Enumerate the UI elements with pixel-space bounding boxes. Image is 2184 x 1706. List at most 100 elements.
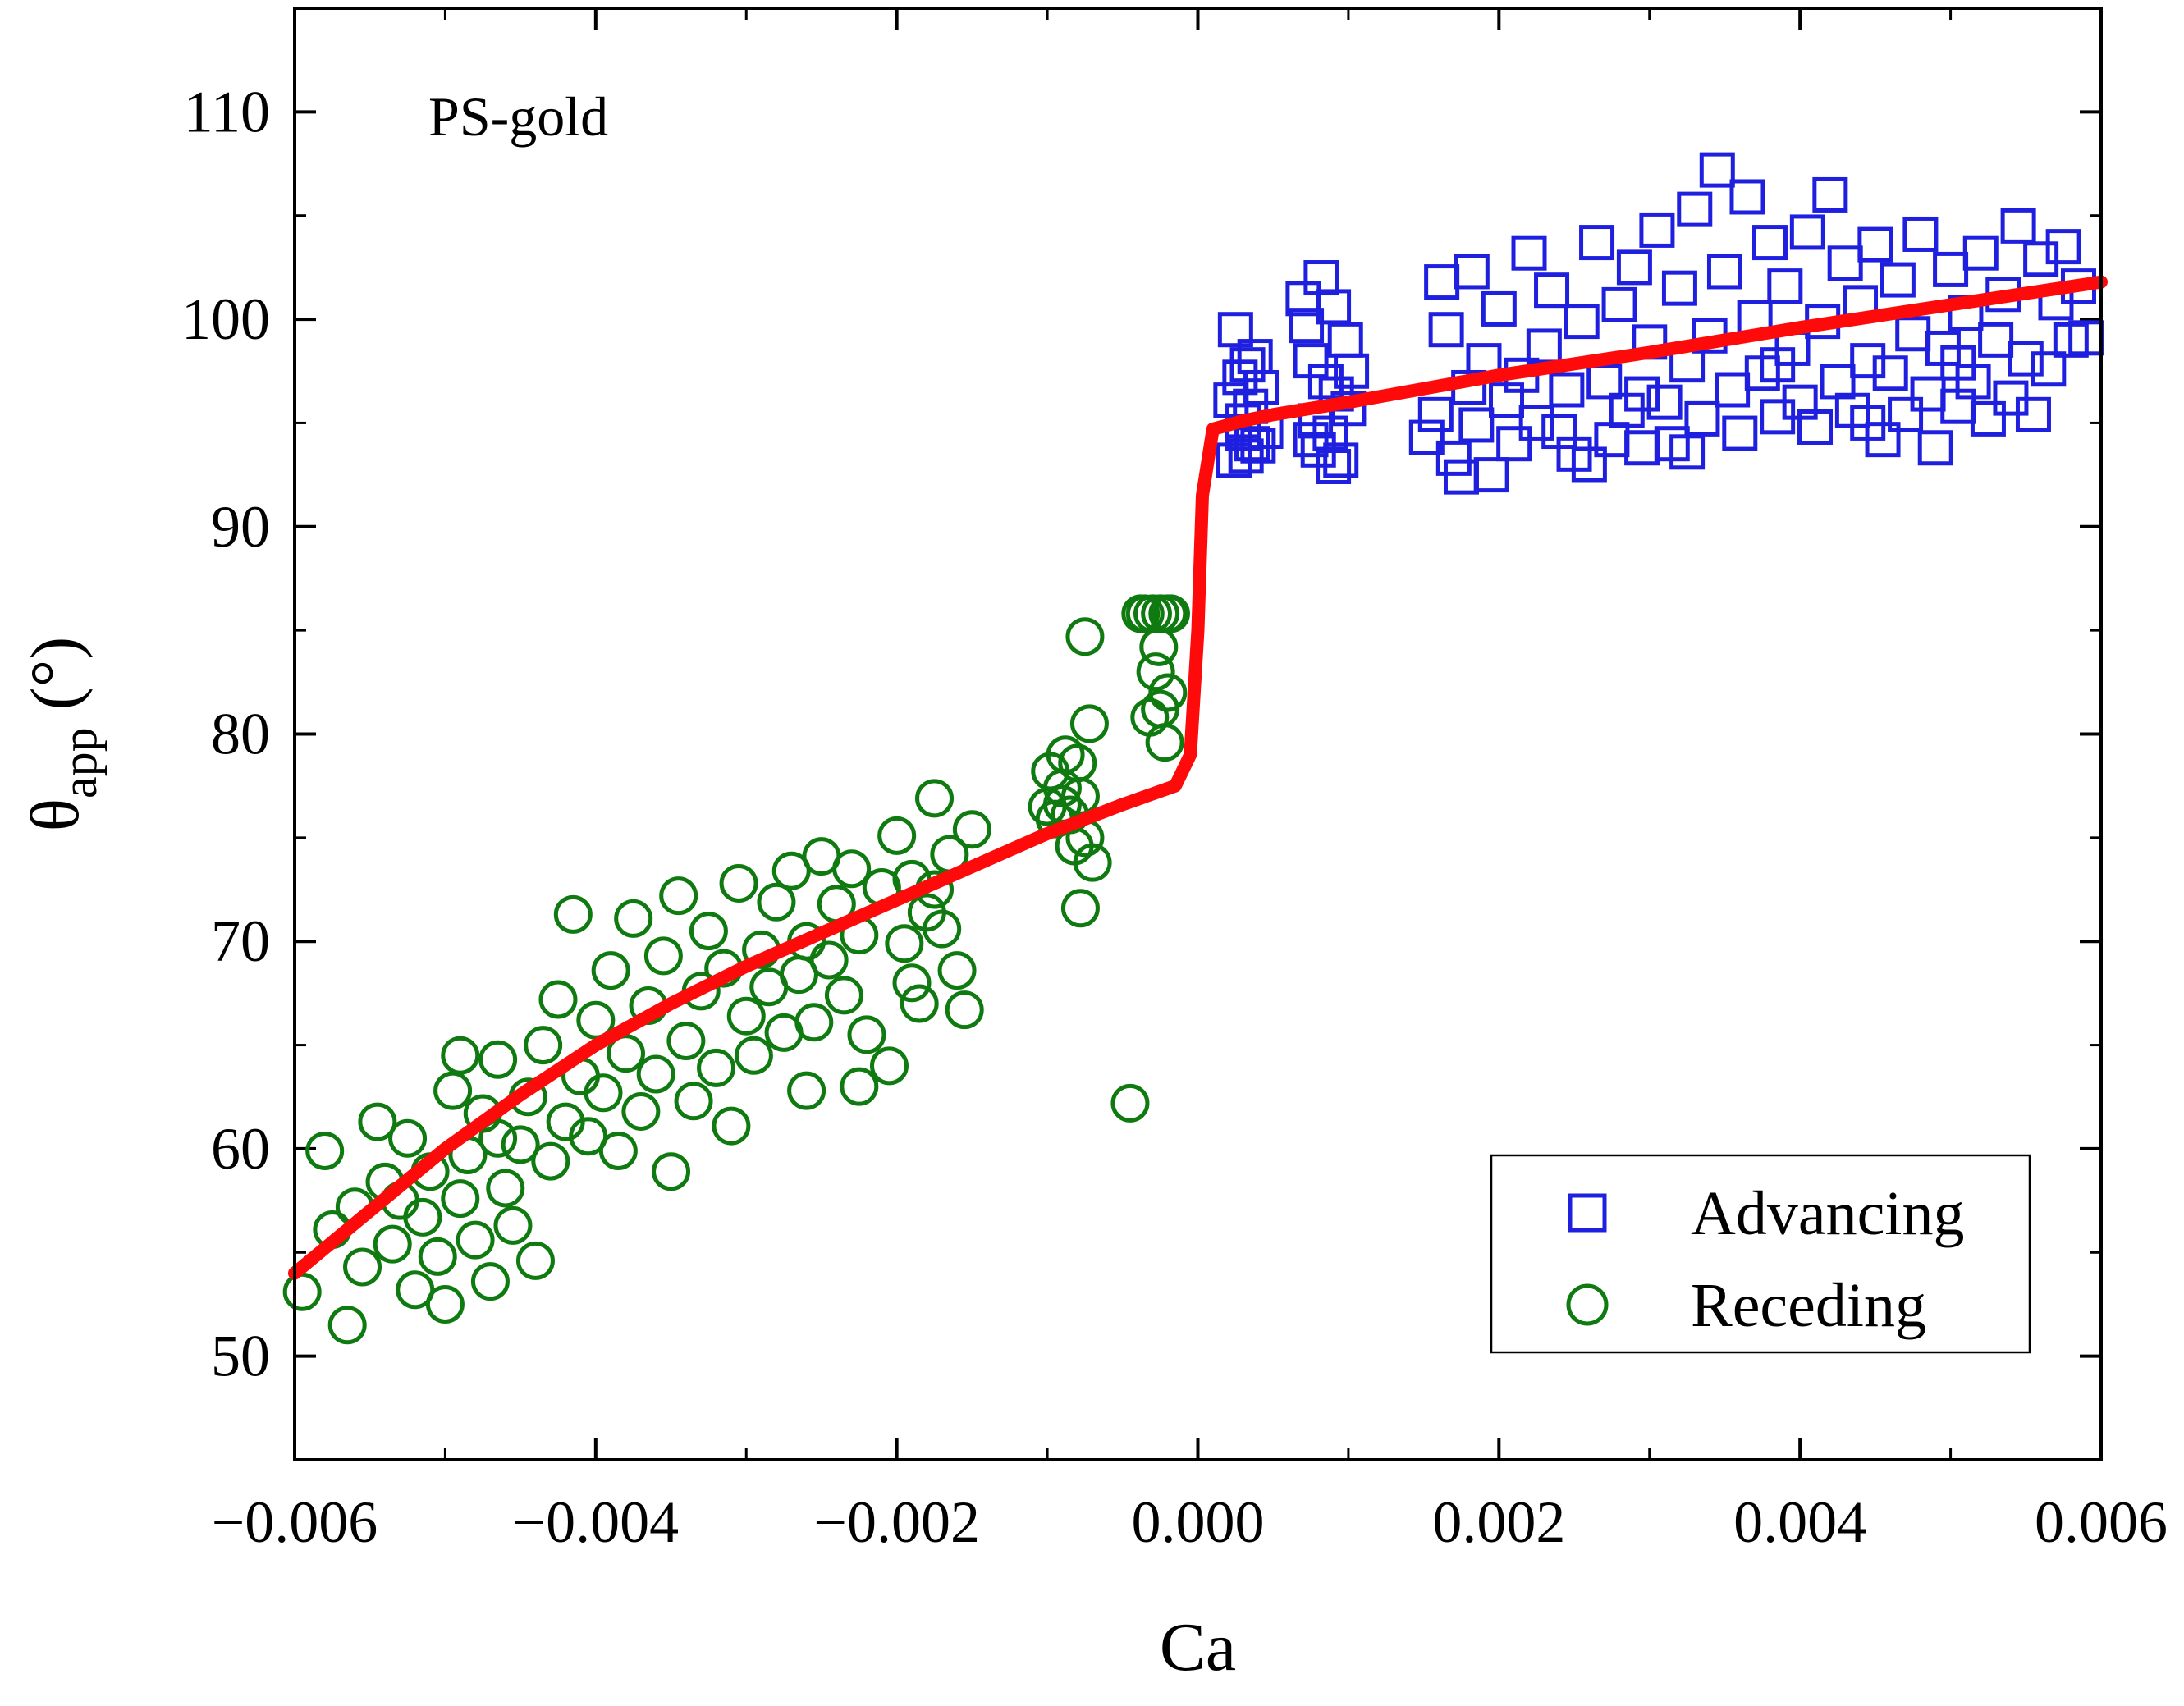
advancing-point — [1902, 216, 1939, 252]
receding-point — [441, 1179, 480, 1219]
receding-point — [1148, 673, 1188, 712]
advancing-point — [1940, 345, 1976, 381]
advancing-point — [1307, 364, 1344, 400]
advancing-point — [1334, 353, 1370, 389]
receding-point — [809, 940, 849, 980]
receding-point — [1145, 723, 1184, 762]
legend-box — [1490, 1154, 2031, 1354]
receding-point — [607, 1034, 646, 1073]
advancing-point — [1526, 328, 1562, 364]
receding-point — [486, 1169, 525, 1208]
receding-point — [388, 1118, 428, 1158]
advancing-point — [1751, 225, 1788, 261]
receding-point — [425, 1284, 465, 1324]
advancing-point — [1962, 235, 1999, 271]
receding-point — [493, 1205, 533, 1245]
advancing-point — [1760, 347, 1796, 383]
receding-point — [358, 1102, 397, 1141]
receding-point — [470, 1262, 510, 1301]
advancing-point — [1706, 254, 1742, 290]
advancing-point — [1316, 448, 1352, 484]
receding-point — [441, 1036, 480, 1075]
receding-point — [900, 984, 939, 1023]
receding-point — [659, 876, 698, 916]
advancing-point — [1217, 312, 1253, 348]
receding-point — [501, 1125, 540, 1164]
advancing-point — [1229, 347, 1266, 383]
receding-point — [923, 909, 962, 949]
receding-point — [1073, 843, 1112, 882]
legend-advancing-label: Advancing — [1691, 1179, 1964, 1248]
advancing-point — [1933, 251, 1969, 287]
receding-point — [524, 1026, 563, 1065]
plot-area — [293, 7, 2103, 1461]
receding-point — [591, 951, 630, 990]
receding-point — [643, 936, 683, 976]
advancing-point — [1616, 249, 1652, 286]
receding-point — [952, 810, 991, 849]
x-tick-label: −0.006 — [212, 1489, 378, 1555]
fit-curve-layer — [288, 275, 2108, 1280]
receding-point — [1046, 735, 1085, 775]
y-tick-label: 90 — [211, 494, 270, 560]
advancing-point — [1228, 438, 1264, 474]
receding-point — [636, 1054, 675, 1094]
x-tick-label: −0.004 — [513, 1489, 680, 1555]
receding-point — [478, 1118, 518, 1158]
y-tick-label: 80 — [211, 702, 270, 767]
receding-point — [1130, 697, 1170, 737]
advancing-point — [1970, 400, 2006, 437]
advancing-point — [1473, 457, 1509, 493]
advancing-point — [1624, 376, 1660, 412]
receding-point — [403, 1197, 442, 1237]
receding-point — [824, 976, 863, 1015]
advancing-point — [1428, 312, 1464, 348]
x-tick-label: 0.006 — [2035, 1489, 2168, 1555]
receding-point — [726, 996, 766, 1036]
receding-point — [1136, 652, 1175, 692]
receding-point — [418, 1237, 457, 1276]
receding-point — [847, 1015, 886, 1054]
legend-advancing-marker — [1568, 1193, 1607, 1233]
advancing-point — [1850, 343, 1886, 379]
advancing-point — [1677, 191, 1713, 227]
receding-point — [697, 1048, 736, 1087]
advancing-point — [1850, 405, 1886, 441]
advancing-point — [2008, 341, 2044, 377]
receding-point — [1060, 889, 1100, 928]
advancing-point — [1511, 235, 1547, 271]
advancing-point — [1978, 322, 2014, 358]
advancing-point — [1715, 372, 1751, 408]
receding-point — [396, 1270, 435, 1310]
receding-point — [915, 779, 955, 818]
y-tick-label: 50 — [211, 1324, 270, 1389]
advancing-point — [1601, 286, 1637, 322]
advancing-point — [1684, 400, 1720, 437]
advancing-point — [1417, 396, 1454, 432]
advancing-point — [1303, 260, 1339, 296]
advancing-point — [1293, 422, 1329, 458]
x-tick-labels: −0.006 −0.004 −0.002 0.000 0.002 0.004 0.006 — [212, 1489, 2168, 1555]
x-tick-label: −0.002 — [813, 1489, 980, 1555]
advancing-point — [1323, 442, 1359, 478]
receding-point — [433, 1071, 473, 1110]
receding-point — [757, 882, 796, 922]
receding-point — [614, 899, 653, 938]
receding-point — [1121, 594, 1161, 633]
advancing-point — [1579, 225, 1615, 261]
receding-point — [869, 1046, 909, 1086]
receding-point — [282, 1272, 322, 1311]
advancing-point — [1586, 364, 1623, 400]
receding-point — [840, 1067, 879, 1106]
y-tick-label: 100 — [181, 286, 270, 352]
legend-receding-marker — [1566, 1283, 1609, 1326]
advancing-point — [1820, 364, 1856, 400]
y-axis-label-unit: (°) — [17, 637, 94, 728]
advancing-point — [1518, 405, 1554, 441]
x-tick-label: 0.004 — [1733, 1489, 1866, 1555]
receding-point — [712, 1106, 751, 1146]
advancing-point — [1661, 270, 1697, 306]
receding-point — [771, 851, 811, 890]
advancing-point — [1880, 262, 1916, 298]
advancing-point — [1639, 212, 1675, 248]
